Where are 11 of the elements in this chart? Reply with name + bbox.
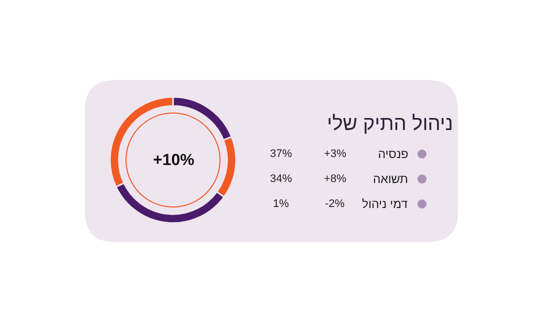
text: -2%: [325, 198, 345, 210]
category-label: פנסיה: [378, 147, 408, 161]
text: 37%: [270, 148, 292, 160]
text: +10%: [153, 152, 194, 169]
text: 1%: [273, 198, 290, 210]
category-label: תשואה: [373, 172, 408, 186]
text: +3%: [324, 148, 347, 160]
text: +8%: [324, 173, 347, 185]
category-label: דמי ניהול: [362, 197, 408, 211]
text: 34%: [270, 173, 292, 185]
text: ניהול התיק שלי: [327, 113, 454, 135]
